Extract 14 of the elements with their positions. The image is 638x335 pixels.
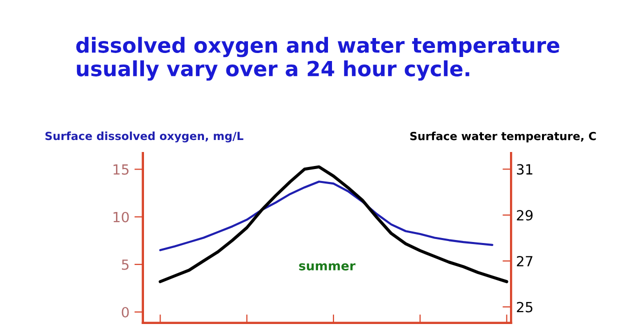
line-series [158, 165, 508, 284]
y2-tick-label: 31 [516, 164, 532, 175]
y2-tick-label: 25 [516, 302, 532, 312]
y2-tick-label: 27 [516, 256, 532, 266]
annotation: summer [299, 263, 356, 270]
y-tick-label: 15 [114, 164, 129, 175]
chart-title: dissolved oxygen and water temperature usually vary over a 24 hour cycle. [76, 36, 560, 81]
y2-axis-title: Surface water temperature, C [410, 132, 596, 142]
line-series [159, 180, 494, 252]
y2-tick-label: 29 [516, 210, 533, 221]
y-axis-title: Surface dissolved oxygen, mg/L [45, 132, 244, 142]
y-tick-label: 5 [122, 260, 129, 270]
y-tick-label: 0 [122, 306, 129, 318]
y-tick-label: 10 [114, 212, 129, 222]
